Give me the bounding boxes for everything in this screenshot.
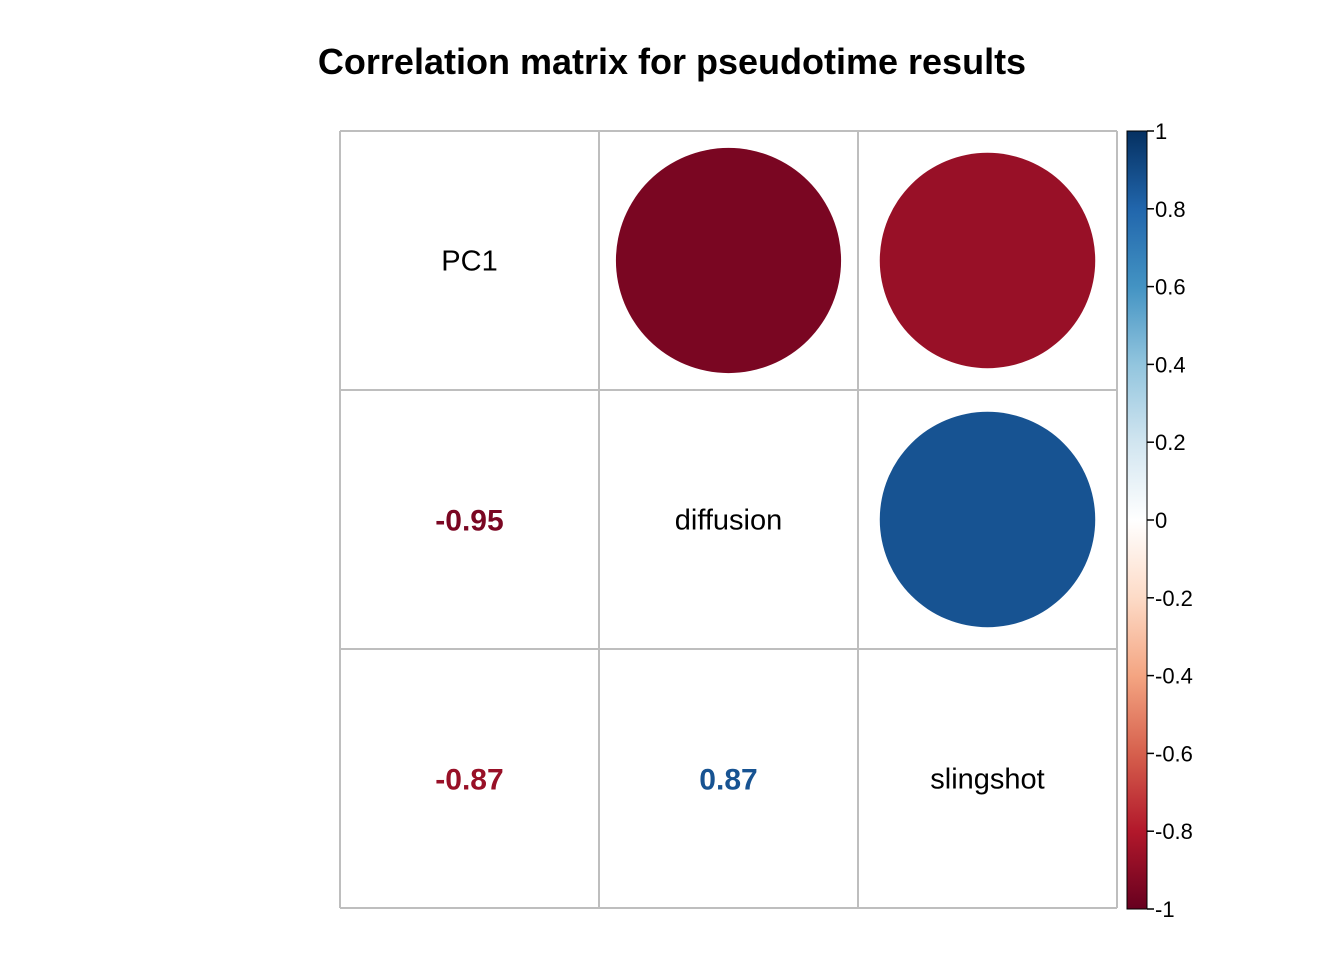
- matrix-grid: [339, 130, 1118, 909]
- correlation-value-slingshot-PC1: -0.87: [435, 764, 503, 797]
- correlation-circle-PC1-slingshot: [879, 152, 1096, 369]
- colorbar-tick-label: 1: [1155, 119, 1167, 144]
- colorbar-tick-label: 0: [1155, 508, 1167, 533]
- variable-label-slingshot: slingshot: [930, 764, 1044, 796]
- colorbar-tick-label: 0.6: [1155, 275, 1186, 300]
- colorbar-tick-label: -0.8: [1155, 819, 1193, 844]
- colorbar-tick-label: -0.4: [1155, 664, 1193, 689]
- colorbar-tick-label: 0.2: [1155, 430, 1186, 455]
- variable-label-PC1: PC1: [441, 246, 497, 278]
- correlation-circle-PC1-diffusion: [615, 147, 842, 374]
- colorbar-tick-label: 0.4: [1155, 352, 1186, 377]
- colorbar: 1 0.8 0.6 0.4 0.2 0 -0.2 -0.4 -0.6 -0.8 -1: [1126, 119, 1193, 922]
- correlation-circle-diffusion-slingshot: [879, 411, 1096, 628]
- colorbar-gradient: [1126, 130, 1148, 910]
- colorbar-tick-label: -1: [1155, 897, 1175, 922]
- chart-title: Correlation matrix for pseudotime result…: [318, 41, 1026, 82]
- colorbar-tick-label: -0.2: [1155, 586, 1193, 611]
- colorbar-tick-label: 0.8: [1155, 197, 1186, 222]
- matrix-cells: PC1 -0.95 diffusion -0.87 0.87 slingshot: [435, 147, 1096, 797]
- variable-label-diffusion: diffusion: [675, 505, 783, 537]
- correlation-value-slingshot-diffusion: 0.87: [699, 764, 757, 797]
- colorbar-tick-label: -0.6: [1155, 741, 1193, 766]
- correlation-value-diffusion-PC1: -0.95: [435, 505, 503, 538]
